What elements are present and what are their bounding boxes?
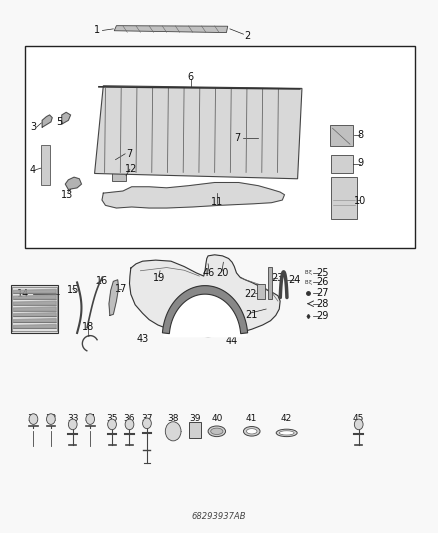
Polygon shape: [130, 255, 280, 337]
Text: 29: 29: [316, 311, 328, 321]
Text: 28: 28: [316, 298, 328, 309]
Circle shape: [46, 414, 55, 424]
Polygon shape: [62, 112, 71, 124]
Polygon shape: [164, 286, 246, 337]
Bar: [112, 169, 126, 181]
Bar: [330, 125, 353, 146]
Text: 45: 45: [353, 414, 364, 423]
Circle shape: [86, 414, 95, 424]
Text: 18: 18: [82, 322, 94, 332]
Circle shape: [354, 419, 363, 430]
Bar: [331, 177, 357, 219]
Text: 27: 27: [316, 288, 329, 298]
Circle shape: [165, 422, 181, 441]
Bar: [189, 422, 201, 438]
Bar: [103, 154, 116, 165]
Bar: [258, 284, 265, 300]
Text: 13: 13: [61, 190, 74, 200]
Text: 37: 37: [141, 414, 153, 423]
Text: 40: 40: [211, 414, 223, 423]
Text: 6: 6: [187, 72, 194, 82]
Text: 8: 8: [357, 130, 364, 140]
Polygon shape: [95, 86, 302, 179]
Text: 1: 1: [94, 26, 100, 36]
Bar: [268, 266, 272, 300]
Polygon shape: [109, 280, 119, 316]
Polygon shape: [162, 286, 247, 334]
Ellipse shape: [244, 426, 260, 436]
Polygon shape: [13, 289, 56, 293]
Circle shape: [108, 419, 117, 430]
Text: 35: 35: [106, 414, 118, 423]
Ellipse shape: [247, 429, 257, 434]
Text: 38: 38: [167, 414, 179, 423]
Text: 42: 42: [281, 414, 292, 423]
Text: 10: 10: [354, 196, 367, 206]
Text: 46: 46: [203, 268, 215, 278]
Polygon shape: [13, 313, 56, 317]
Text: 26: 26: [316, 278, 328, 287]
Text: 23: 23: [271, 273, 283, 283]
Text: 44: 44: [226, 336, 238, 346]
Text: 32: 32: [45, 414, 57, 423]
Circle shape: [143, 418, 151, 429]
Text: 11: 11: [211, 197, 223, 207]
Text: 25: 25: [316, 268, 329, 278]
Text: 9: 9: [357, 158, 364, 168]
Circle shape: [68, 419, 77, 430]
Text: 34: 34: [85, 414, 96, 423]
Polygon shape: [13, 307, 56, 311]
Text: 5: 5: [56, 117, 62, 127]
Text: 21: 21: [246, 310, 258, 320]
Text: 36: 36: [124, 414, 135, 423]
Polygon shape: [13, 325, 56, 328]
Text: 2: 2: [244, 31, 251, 41]
Text: 22: 22: [244, 289, 257, 299]
Polygon shape: [42, 115, 52, 127]
Polygon shape: [65, 177, 81, 189]
Circle shape: [125, 419, 134, 430]
Text: 41: 41: [246, 414, 258, 423]
Text: ξ: ξ: [309, 270, 312, 276]
Text: 24: 24: [288, 276, 301, 285]
FancyBboxPatch shape: [11, 285, 58, 333]
Polygon shape: [102, 182, 285, 208]
Bar: [245, 133, 258, 144]
Bar: [25, 46, 416, 248]
Text: 19: 19: [152, 273, 165, 283]
Circle shape: [29, 414, 38, 424]
Ellipse shape: [276, 429, 297, 437]
Text: 20: 20: [216, 268, 228, 278]
Polygon shape: [114, 26, 228, 33]
Bar: [41, 146, 50, 185]
Text: 12: 12: [125, 164, 137, 174]
Text: B: B: [304, 270, 308, 276]
Text: 14: 14: [17, 289, 29, 299]
Polygon shape: [13, 301, 56, 305]
Text: 16: 16: [96, 277, 108, 286]
Text: 7: 7: [235, 133, 241, 143]
Text: 68293937AB: 68293937AB: [192, 512, 246, 521]
Text: 3: 3: [30, 122, 36, 132]
Text: 43: 43: [137, 334, 149, 344]
Text: 4: 4: [29, 165, 35, 175]
Polygon shape: [13, 319, 56, 322]
Text: 39: 39: [189, 414, 201, 423]
Bar: [331, 155, 353, 173]
Polygon shape: [13, 295, 56, 299]
Text: 30: 30: [193, 306, 205, 317]
Text: B: B: [304, 280, 308, 285]
Text: 7: 7: [127, 149, 133, 159]
Ellipse shape: [279, 431, 294, 435]
Text: ξ: ξ: [309, 280, 312, 285]
Text: 17: 17: [116, 284, 128, 294]
Ellipse shape: [208, 426, 226, 437]
Ellipse shape: [211, 428, 223, 434]
Text: 31: 31: [28, 414, 39, 423]
Text: 15: 15: [67, 286, 79, 295]
Text: 33: 33: [67, 414, 78, 423]
